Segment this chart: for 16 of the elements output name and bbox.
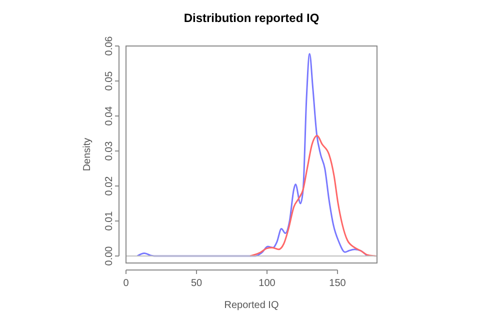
y-tick-label: 0.02: [104, 176, 115, 196]
x-axis-title: Reported IQ: [224, 300, 279, 311]
y-tick-label: 0.01: [104, 210, 115, 231]
line-series: [249, 134, 377, 257]
y-axis-title: Density: [82, 138, 93, 172]
x-tick-label: 50: [190, 278, 203, 289]
chart-title: Distribution reported IQ: [184, 11, 320, 25]
x-tick-label: 0: [123, 278, 130, 289]
x-tick-label: 150: [329, 278, 346, 289]
y-tick-label: 0.00: [104, 246, 115, 266]
y-tick-label: 0.03: [104, 140, 115, 161]
y-tick-label: 0.06: [104, 36, 115, 56]
x-tick-label: 100: [258, 278, 276, 289]
y-tick-label: 0.04: [104, 106, 115, 126]
line-series: [136, 52, 368, 257]
y-tick-label: 0.05: [104, 70, 115, 91]
